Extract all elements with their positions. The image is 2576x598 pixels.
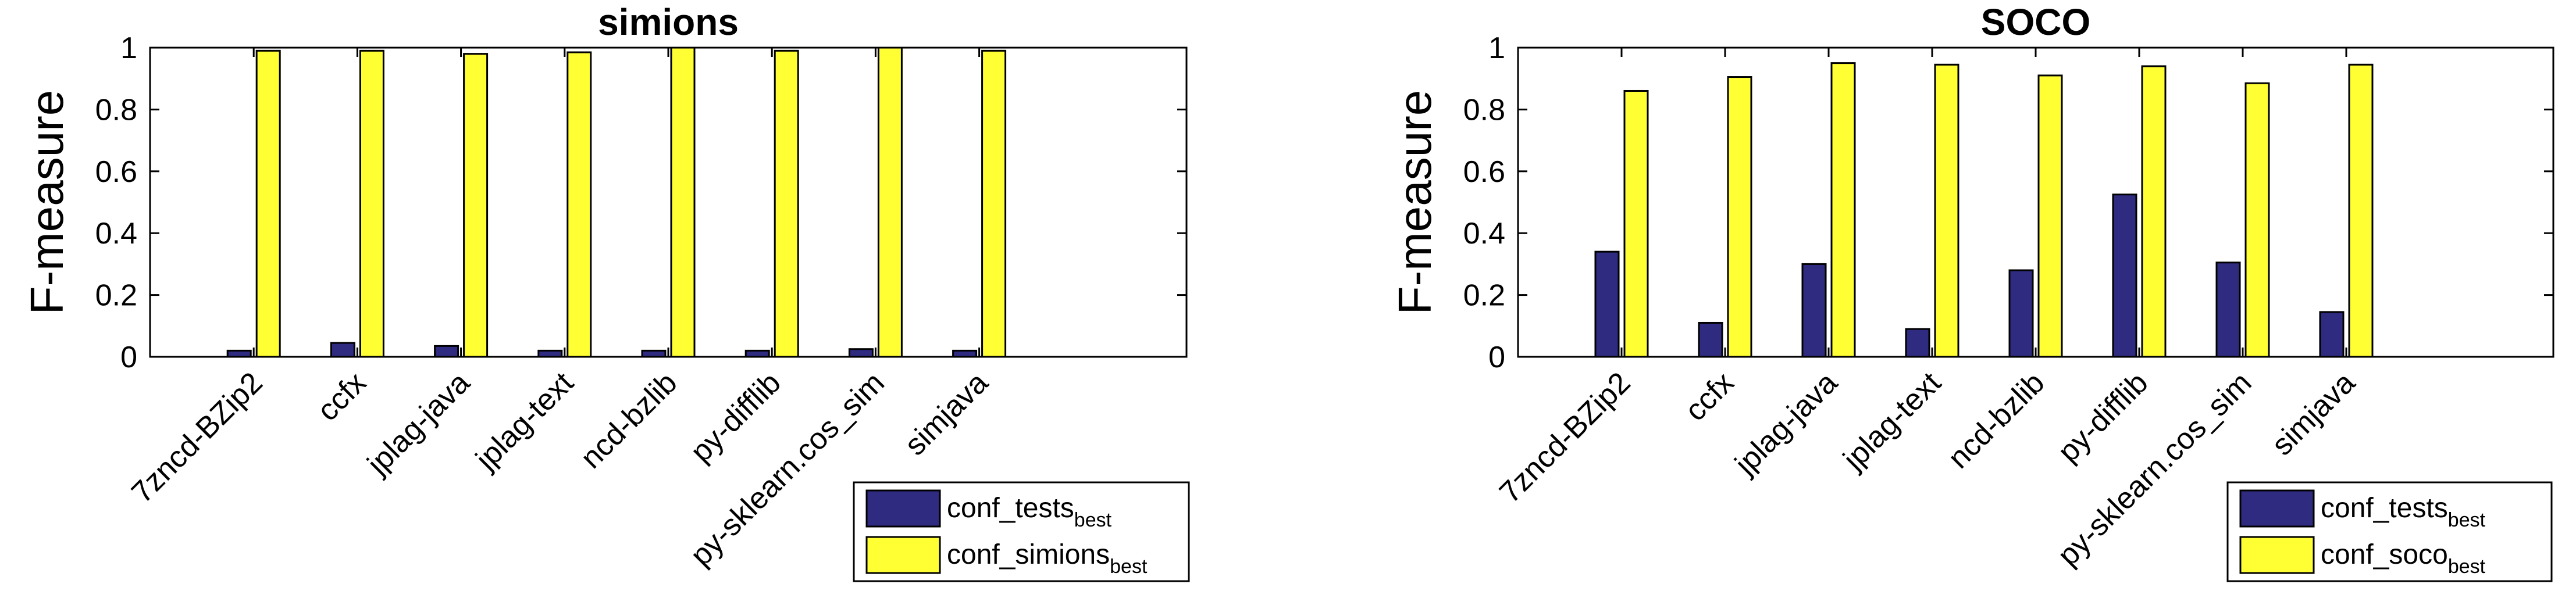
chart-panel-1: 7zncd-BZip2 ccfxjplag-javajplag-textncd-b… bbox=[21, 1, 1190, 582]
y-tick-label: 0.2 bbox=[95, 279, 137, 313]
bar-conf-simions-4 bbox=[566, 51, 592, 358]
x-tick-label: jplag-java bbox=[1728, 366, 1844, 482]
y-tick-label: 0.6 bbox=[1463, 155, 1505, 189]
plot-area bbox=[1518, 48, 2553, 357]
legend-swatch bbox=[2239, 536, 2315, 574]
y-tick-label: 0.6 bbox=[95, 155, 137, 189]
legend-swatch bbox=[2239, 489, 2315, 528]
y-tick-label: 0.2 bbox=[1463, 279, 1505, 313]
bar-conf-tests-4 bbox=[1905, 328, 1930, 358]
legend-swatch bbox=[865, 489, 941, 528]
legend-label-subscript: best bbox=[1074, 509, 1112, 531]
bar-conf-tests-4 bbox=[537, 349, 563, 358]
bar-conf-tests-7 bbox=[848, 348, 874, 358]
x-tick-label: py-difflib bbox=[2051, 366, 2154, 468]
y-tick-label: 0.8 bbox=[95, 93, 137, 127]
bar-conf-simions-5 bbox=[670, 46, 696, 358]
bar-conf-tests-5 bbox=[641, 349, 667, 358]
plot-area bbox=[150, 48, 1187, 357]
axes-box bbox=[149, 46, 1188, 358]
bar-conf-simions-8 bbox=[981, 49, 1007, 358]
bar-conf-tests-2 bbox=[1698, 321, 1723, 358]
bar-conf-soco-7 bbox=[2244, 82, 2270, 358]
x-tick-label: simjava bbox=[2265, 366, 2362, 462]
bar-conf-tests-7 bbox=[2215, 262, 2241, 358]
bar-conf-soco-8 bbox=[2348, 63, 2374, 358]
chart-title: simions bbox=[598, 1, 739, 43]
y-tick-label: 0 bbox=[120, 341, 137, 374]
bar-conf-tests-6 bbox=[744, 349, 770, 358]
bar-conf-simions-1 bbox=[255, 49, 281, 358]
x-tick-label: ccfx bbox=[1679, 366, 1740, 427]
bar-conf-tests-8 bbox=[952, 349, 978, 358]
bar-conf-tests-6 bbox=[2112, 194, 2137, 358]
y-tick-label: 0.4 bbox=[95, 217, 137, 250]
bar-conf-soco-4 bbox=[1934, 63, 1959, 358]
bar-conf-soco-5 bbox=[2037, 74, 2063, 358]
y-tick-label: 0 bbox=[1488, 341, 1505, 374]
bar-conf-soco-3 bbox=[1830, 62, 1856, 358]
bar-conf-tests-3 bbox=[434, 345, 459, 358]
y-tick-label: 1 bbox=[120, 31, 137, 65]
y-axis-label: F-measure bbox=[21, 90, 73, 315]
x-tick-label: py-difflib bbox=[684, 366, 787, 468]
x-tick-label: 7zncd-BZip2 bbox=[1493, 366, 1637, 509]
y-axis-label: F-measure bbox=[1389, 90, 1441, 315]
bar-conf-tests-1 bbox=[226, 349, 252, 358]
chart-panel-2: 7zncd-BZip2 ccfxjplag-javajplag-textncd-b… bbox=[1389, 1, 2554, 582]
bar-conf-soco-2 bbox=[1727, 76, 1752, 358]
bar-conf-simions-6 bbox=[774, 49, 799, 358]
x-tick-label: ccfx bbox=[311, 366, 372, 427]
bar-conf-simions-3 bbox=[463, 53, 489, 358]
bar-conf-soco-1 bbox=[1623, 89, 1649, 358]
x-tick-label: 7zncd-BZip2 bbox=[125, 366, 269, 509]
bar-conf-tests-3 bbox=[1801, 263, 1827, 358]
bar-conf-simions-2 bbox=[359, 49, 384, 358]
y-tick-label: 1 bbox=[1488, 31, 1505, 65]
x-tick-label: jplag-text bbox=[469, 366, 580, 477]
bar-conf-tests-2 bbox=[330, 342, 355, 358]
y-tick-label: 0.8 bbox=[1463, 93, 1505, 127]
x-tick-label: simjava bbox=[898, 366, 995, 462]
x-tick-label: ncd-bzlib bbox=[1941, 366, 2051, 475]
y-tick-label: 0.4 bbox=[1463, 217, 1505, 250]
legend-label-subscript: best bbox=[2448, 556, 2486, 578]
x-tick-label: ncd-bzlib bbox=[574, 366, 683, 475]
bar-conf-soco-6 bbox=[2141, 65, 2167, 358]
bar-conf-simions-7 bbox=[877, 46, 903, 358]
bar-conf-tests-1 bbox=[1594, 250, 1620, 358]
legend-label-subscript: best bbox=[1110, 556, 1148, 578]
chart-title: SOCO bbox=[1981, 1, 2090, 43]
legend-label-subscript: best bbox=[2448, 509, 2486, 531]
bar-conf-tests-8 bbox=[2319, 311, 2345, 358]
x-tick-label: jplag-java bbox=[360, 366, 476, 482]
x-tick-label: jplag-text bbox=[1836, 366, 1948, 477]
bar-conf-tests-5 bbox=[2008, 269, 2034, 358]
axes-box bbox=[1517, 46, 2554, 358]
legend-swatch bbox=[865, 536, 941, 574]
